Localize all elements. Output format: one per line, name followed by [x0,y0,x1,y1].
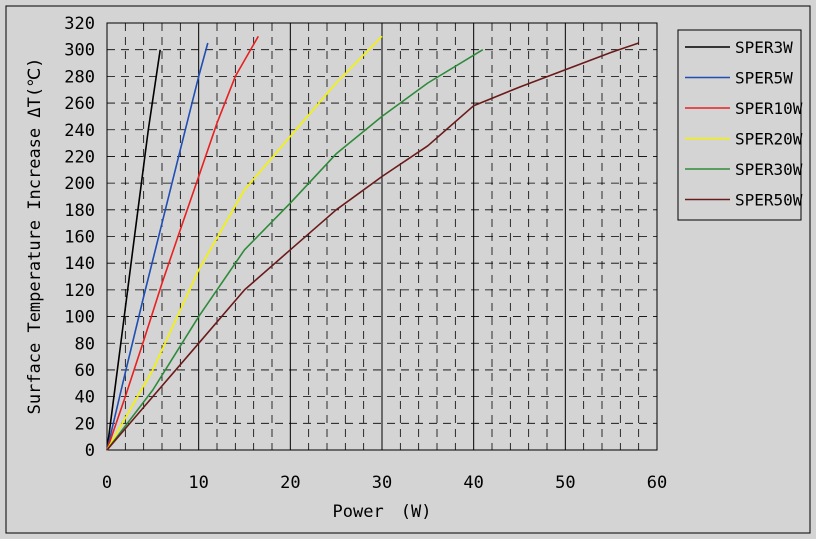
x-axis-label: Power (W) [333,502,432,522]
y-tick-label: 100 [64,308,95,328]
y-tick-label: 120 [64,281,95,301]
y-axis-label: Surface Temperature Increase ΔT(℃) [25,58,45,415]
y-tick-label: 40 [75,388,95,408]
series-line-sper50w [106,42,639,451]
legend-item: SPER3W [685,38,793,57]
x-tick-label: 10 [188,473,208,493]
y-tick-label: 220 [64,147,95,167]
legend-item: SPER10W [685,99,803,118]
x-tick-labels: 0 10 20 30 40 50 60 [102,473,667,493]
y-tick-label: 80 [75,334,95,354]
series-line-sper10w [106,35,259,451]
legend-label: SPER10W [735,99,803,118]
x-tick-label: 60 [647,473,667,493]
series-line-sper20w [106,35,383,451]
legend: SPER3W SPER5W SPER10W SPER20W SPER30W SPER50W [685,38,803,210]
legend-item: SPER30W [685,160,803,179]
x-tick-label: 20 [280,473,300,493]
y-tick-label: 0 [85,441,95,461]
legend-item: SPER20W [685,130,803,149]
legend-item: SPER5W [685,69,793,88]
y-tick-label: 160 [64,228,95,248]
series-line-sper5w [106,42,209,451]
series-line-sper30w [106,49,484,451]
legend-label: SPER20W [735,130,803,149]
y-tick-label: 260 [64,94,95,114]
legend-label: SPER3W [735,38,793,57]
legend-box [677,29,802,221]
series-line-sper3w [106,49,161,451]
y-tick-labels: 0 20 40 60 80 100 120 140 160 180 200 220 240 260 280 3… [64,14,95,461]
y-tick-label: 320 [64,14,95,34]
x-tick-label: 50 [555,473,575,493]
legend-label: SPER50W [735,191,803,210]
y-tick-label: 300 [64,41,95,61]
x-tick-label: 40 [463,473,483,493]
y-tick-label: 240 [64,121,95,141]
legend-item: SPER50W [685,191,803,210]
y-tick-label: 200 [64,174,95,194]
y-tick-label: 140 [64,254,95,274]
legend-label: SPER30W [735,160,803,179]
series-layer [106,35,639,451]
major-grid [198,23,566,450]
y-tick-label: 180 [64,201,95,221]
x-tick-label: 0 [102,473,112,493]
y-tick-label: 20 [75,414,95,434]
x-tick-label: 30 [372,473,392,493]
y-tick-label: 60 [75,361,95,381]
y-tick-label: 280 [64,67,95,87]
legend-label: SPER5W [735,69,793,88]
